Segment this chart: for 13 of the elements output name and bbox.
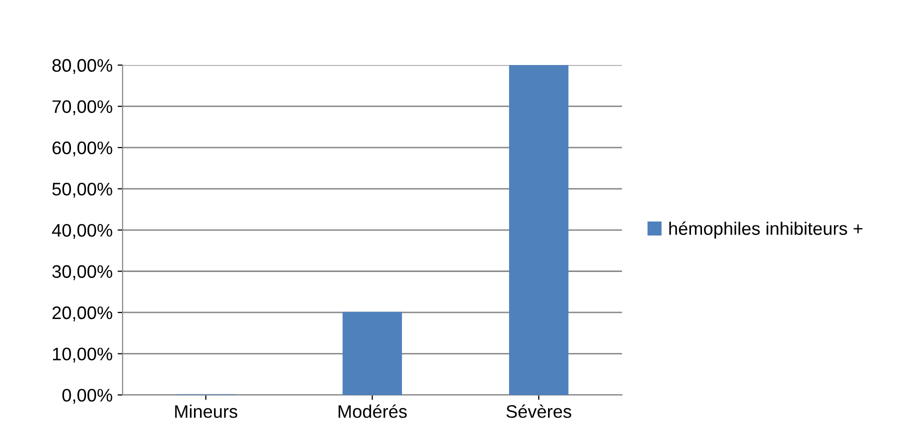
- y-tick-label: 60,00%: [52, 141, 112, 156]
- x-tick-label: Sévères: [506, 404, 572, 418]
- y-tick-label: 20,00%: [52, 306, 112, 322]
- y-tick-label: 80,00%: [52, 59, 112, 74]
- y-tick-label: 0,00%: [62, 388, 112, 404]
- x-tick-label: Mineurs: [175, 404, 238, 418]
- legend-label: hémophiles inhibiteurs +: [669, 222, 862, 239]
- x-tick-label: Modérés: [338, 404, 407, 418]
- y-tick-label: 30,00%: [52, 265, 112, 280]
- y-tick-label: 10,00%: [53, 348, 112, 363]
- y-tick-label: 70,00%: [52, 100, 112, 116]
- y-tick-label: 50,00%: [52, 182, 112, 198]
- y-tick-label: 40,00%: [52, 224, 112, 239]
